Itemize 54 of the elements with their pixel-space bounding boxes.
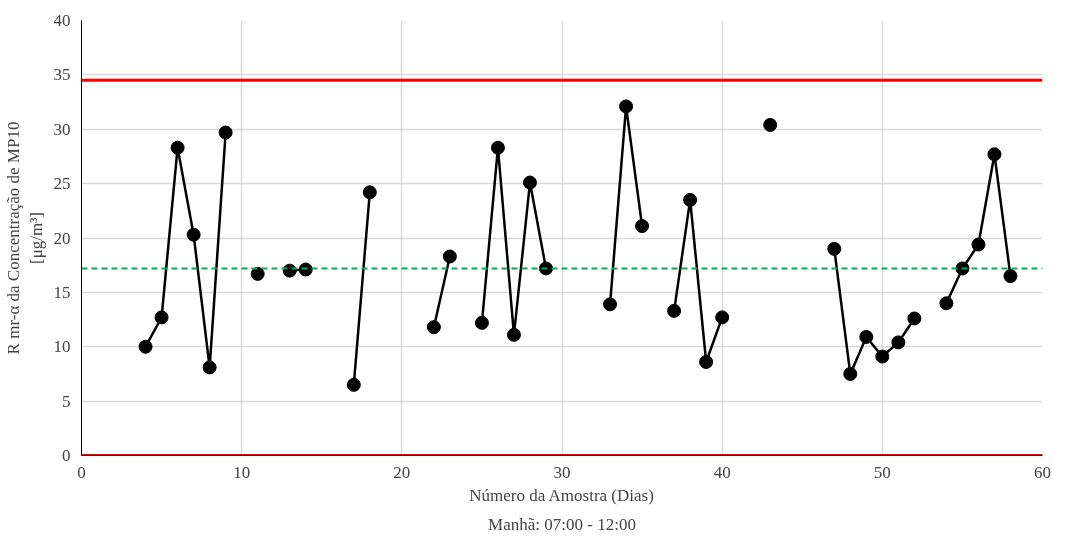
point [699,354,714,369]
point [490,140,505,155]
x-axis-title: Número da Amostra (Dias) [469,485,654,505]
point [827,241,842,256]
y-tick-label: 10 [53,337,71,357]
y-tick-label: 15 [53,282,71,302]
point [186,227,201,242]
point [426,320,441,335]
point [1003,269,1018,284]
point [522,175,537,190]
point [971,237,986,252]
point [763,117,778,132]
point [891,335,906,350]
x-tick-label: 60 [1034,462,1051,482]
point [474,315,489,330]
x-tick-label: 30 [553,462,571,482]
x-tick-label: 20 [393,462,411,482]
point [907,311,922,326]
x-tick-label: 40 [713,462,731,482]
point [170,140,185,155]
x-tick-label: 0 [77,462,86,482]
point [506,327,521,342]
y-axis-title: R mr-α da Concentração de MP10 [μg/m³] [3,121,46,355]
point [138,339,153,354]
y-tick-label: 35 [53,65,71,85]
point [202,360,217,375]
x-tick-label: 50 [873,462,891,482]
point [715,310,730,325]
y-tick-label: 0 [62,446,71,465]
y-tick-label: 25 [53,174,71,194]
point [346,377,361,392]
text: Manhã: 07:00 - 12:00 [488,514,636,534]
y-tick-label: 30 [53,119,71,139]
point [667,303,682,318]
point [683,192,698,207]
point [859,329,874,344]
y-tick-label: 20 [53,228,71,248]
x-tick-label: 10 [233,462,251,482]
point [250,266,265,281]
point [619,99,634,114]
point [603,297,618,312]
y-tick-label: 5 [62,391,71,411]
point [154,310,169,325]
point [442,249,457,264]
point [939,296,954,311]
point [875,349,890,364]
point [635,219,650,234]
point [218,125,233,140]
point [987,147,1002,162]
point [298,262,313,277]
point [843,366,858,381]
y-tick-label: 40 [53,11,71,30]
point [362,185,377,200]
point [538,261,553,276]
